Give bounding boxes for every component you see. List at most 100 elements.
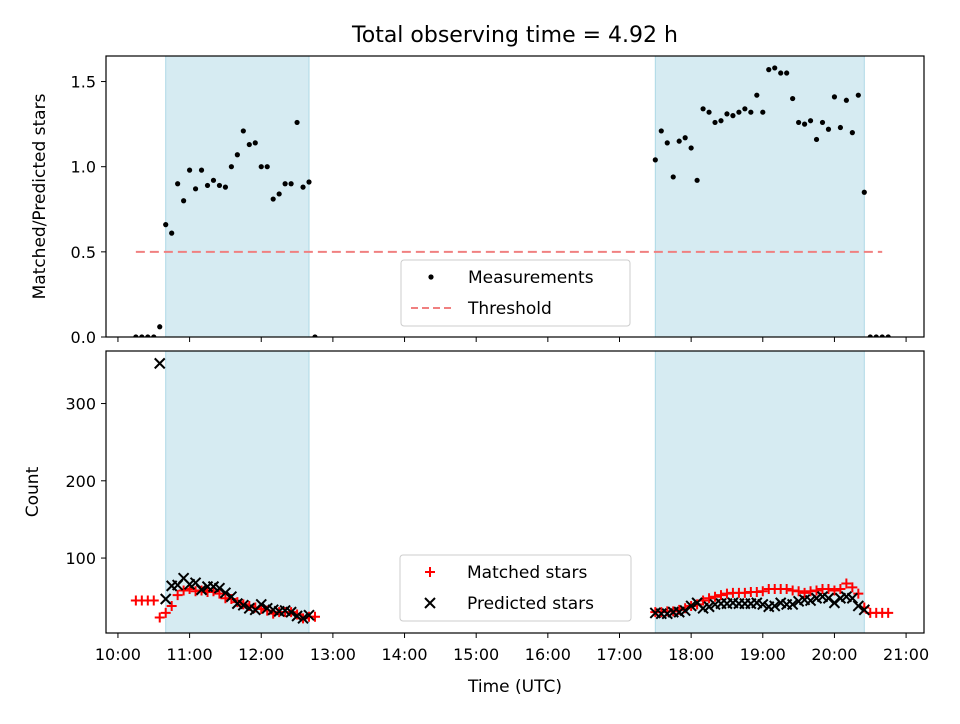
x-tick-label: 14:00 [381, 645, 427, 664]
data-point [148, 595, 159, 606]
observing-window-1 [165, 55, 310, 338]
data-point [688, 145, 694, 151]
data-point [175, 181, 181, 187]
data-point [784, 70, 790, 76]
data-point [291, 610, 303, 622]
y-tick-label: 1.0 [71, 158, 96, 177]
data-point [841, 578, 852, 589]
x-tick-label: 13:00 [310, 645, 356, 664]
data-point [145, 334, 151, 337]
x-tick-label: 19:00 [740, 645, 786, 664]
data-point [885, 334, 891, 337]
data-layer [130, 357, 894, 625]
legend-label: Measurements [468, 268, 594, 288]
legend-label: Predicted stars [467, 594, 594, 614]
data-point [760, 109, 766, 115]
data-point [804, 594, 817, 607]
data-point [264, 164, 270, 170]
data-point [786, 598, 799, 611]
data-point [255, 598, 267, 611]
data-point [807, 118, 814, 124]
x-tick-label: 20:00 [811, 645, 857, 664]
x-tick-label: 16:00 [525, 645, 571, 664]
data-point [166, 600, 177, 611]
data-point [700, 106, 706, 112]
data-point [288, 181, 294, 187]
data-point [157, 324, 163, 330]
data-point [831, 94, 838, 100]
data-point [704, 593, 715, 604]
data-point [186, 167, 193, 173]
data-point [819, 119, 826, 126]
y-tick-label: 100 [65, 549, 96, 568]
legend: Measurements Threshold [400, 259, 631, 327]
x-tick-label: 18:00 [668, 645, 714, 664]
data-point [811, 585, 822, 596]
data-point [682, 135, 688, 141]
legend-label: Matched stars [467, 563, 587, 583]
x-tick-label: 12:00 [238, 645, 284, 664]
data-point [670, 174, 676, 180]
data-point [652, 157, 658, 163]
axes-frame [105, 55, 925, 338]
data-point [883, 607, 894, 618]
data-point [879, 334, 885, 337]
data-point [694, 177, 700, 183]
data-point [715, 590, 726, 601]
figure-title: Total observing time = 4.92 h [351, 23, 678, 48]
data-point [658, 128, 664, 134]
data-point [867, 334, 873, 337]
data-point [178, 585, 189, 596]
data-point [195, 584, 208, 596]
data-point [703, 601, 715, 613]
data-point [837, 124, 844, 131]
legend-box [399, 554, 632, 622]
data-point [685, 600, 697, 612]
y-axis-label: Count [23, 466, 43, 517]
data-point [718, 118, 724, 124]
data-point [300, 184, 306, 190]
data-point [724, 111, 730, 117]
observing-window-2 [654, 55, 865, 338]
data-point [234, 152, 240, 158]
legend-marker [428, 274, 434, 280]
y-axis-label: Matched/Predicted stars [30, 93, 50, 299]
data-point [793, 586, 804, 597]
legend-marker [425, 567, 435, 577]
data-point [240, 128, 246, 134]
data-point [258, 164, 264, 170]
data-point [855, 92, 861, 98]
data-point [829, 585, 840, 596]
data-point [306, 179, 312, 185]
y-tick-label: 1.5 [71, 73, 96, 92]
data-point [210, 177, 217, 183]
data-point [772, 65, 778, 71]
data-point [852, 600, 865, 612]
x-tick-label: 15:00 [453, 645, 499, 664]
data-point [849, 130, 855, 136]
data-point [730, 113, 736, 119]
data-point [861, 189, 867, 195]
data-point [796, 119, 802, 126]
data-point [858, 604, 870, 616]
data-point [181, 198, 187, 204]
data-point [228, 164, 234, 170]
y-tick-label: 0.0 [71, 328, 96, 347]
y-tick-label: 200 [65, 472, 96, 491]
count-panel: 10:00 11:00 12:00 13:00 14:00 15:00 16:00 17:00… [23, 350, 929, 697]
data-point [748, 109, 754, 115]
data-point [160, 593, 172, 605]
legend-label: Threshold [467, 299, 552, 319]
data-point [282, 181, 288, 187]
data-point [154, 357, 166, 370]
data-point [813, 136, 820, 143]
ratio-panel: 0.0 0.5 1.0 1.5 Matched/Predicted stars Measu… [30, 55, 925, 347]
data-point [160, 607, 171, 618]
data-point [219, 587, 232, 599]
data-point [790, 95, 796, 102]
data-point [222, 184, 229, 190]
data-point [843, 97, 849, 103]
data-point [742, 106, 748, 112]
data-point [664, 140, 670, 146]
